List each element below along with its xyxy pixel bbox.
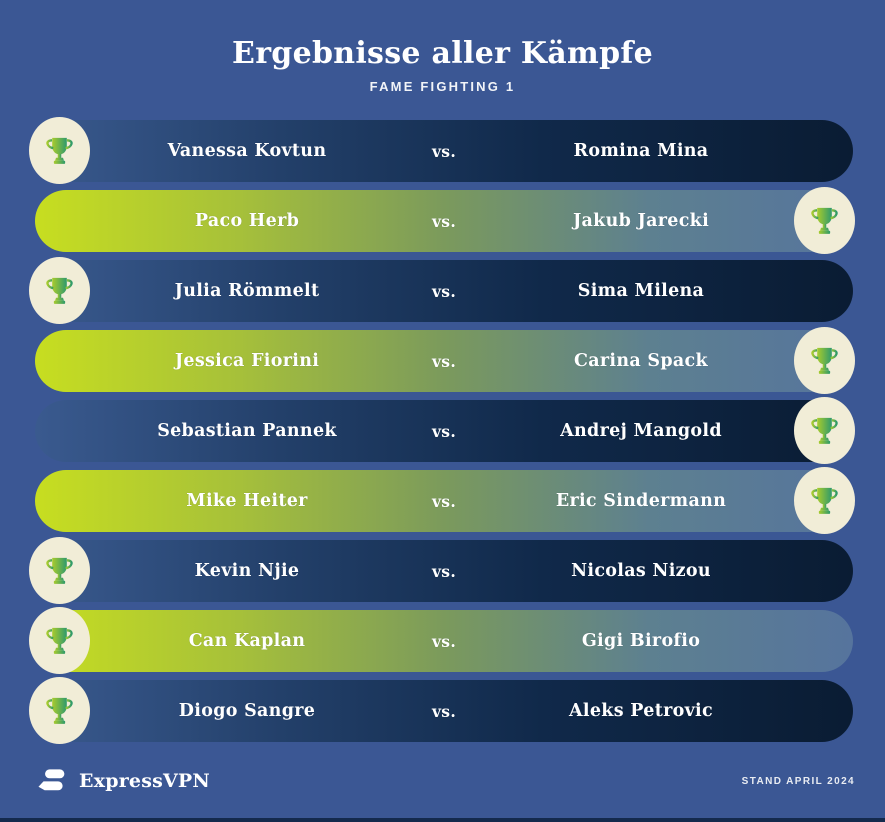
fighter-left-name: Mike Heiter	[186, 491, 308, 511]
vs-label: vs.	[431, 491, 457, 511]
vs-label: vs.	[431, 701, 457, 721]
fighter-right-name: Andrej Mangold	[560, 421, 722, 441]
brand-name: ExpressVPN	[79, 770, 210, 792]
fight-row: Vanessa Kovtun vs. Romina Mina	[29, 117, 853, 184]
fighter-right-name: Eric Sindermann	[555, 491, 727, 511]
bottom-border-strip	[0, 818, 885, 822]
fight-row-pill: Paco Herb vs. Jakub Jarecki	[35, 190, 853, 252]
fighter-right-name: Gigi Birofio	[581, 631, 701, 651]
winner-trophy-badge	[29, 257, 90, 324]
trophy-icon	[46, 557, 73, 584]
vs-label: vs.	[431, 421, 457, 441]
trophy-icon	[46, 137, 73, 164]
fighter-left-name: Sebastian Pannek	[157, 421, 337, 441]
event-subtitle: FAME FIGHTING 1	[369, 79, 516, 94]
vs-label: vs.	[431, 351, 457, 371]
fight-row-pill: Jessica Fiorini vs. Carina Spack	[35, 330, 853, 392]
fighter-left-name: Kevin Njie	[194, 561, 300, 581]
vs-label: vs.	[431, 561, 457, 581]
fighter-right-name: Sima Milena	[577, 281, 705, 301]
fight-row: Julia Römmelt vs. Sima Milena	[29, 257, 853, 324]
stand-date-note: STAND APRIL 2024	[741, 775, 855, 787]
fight-row: Sebastian Pannek vs. Andrej Mangold	[35, 397, 855, 464]
page-title: Ergebnisse aller Kämpfe	[232, 36, 653, 71]
winner-trophy-badge	[794, 327, 855, 394]
winner-trophy-badge	[29, 607, 90, 674]
brand: ExpressVPN	[35, 764, 210, 798]
vs-label: vs.	[431, 141, 457, 161]
winner-trophy-badge	[794, 187, 855, 254]
fight-row-pill: Diogo Sangre vs. Aleks Petrovic	[35, 680, 853, 742]
fight-row: Can Kaplan vs. Gigi Birofio	[29, 607, 853, 674]
trophy-icon	[811, 347, 838, 374]
fighter-left-name: Julia Römmelt	[174, 281, 320, 301]
footer: ExpressVPN STAND APRIL 2024	[35, 764, 855, 798]
trophy-icon	[46, 277, 73, 304]
fight-row-pill: Vanessa Kovtun vs. Romina Mina	[35, 120, 853, 182]
trophy-icon	[811, 487, 838, 514]
vs-label: vs.	[431, 631, 457, 651]
fight-row-pill: Sebastian Pannek vs. Andrej Mangold	[35, 400, 853, 462]
trophy-icon	[46, 697, 73, 724]
fight-row-pill: Julia Römmelt vs. Sima Milena	[35, 260, 853, 322]
fights-list: Vanessa Kovtun vs. Romina Mina Paco Herb…	[0, 117, 885, 744]
fight-row-pill: Can Kaplan vs. Gigi Birofio	[35, 610, 853, 672]
fight-row-pill: Mike Heiter vs. Eric Sindermann	[35, 470, 853, 532]
fighter-right-name: Carina Spack	[574, 351, 708, 371]
fighter-left-name: Vanessa Kovtun	[167, 141, 327, 161]
vs-label: vs.	[431, 281, 457, 301]
fight-row: Kevin Njie vs. Nicolas Nizou	[29, 537, 853, 604]
fighter-left-name: Jessica Fiorini	[174, 351, 320, 371]
fighter-right-name: Romina Mina	[573, 141, 709, 161]
fighter-left-name: Diogo Sangre	[178, 701, 316, 721]
fighter-left-name: Paco Herb	[194, 211, 300, 231]
fighter-right-name: Jakub Jarecki	[572, 211, 710, 231]
winner-trophy-badge	[794, 397, 855, 464]
expressvpn-logo-icon	[38, 769, 65, 791]
fight-row: Paco Herb vs. Jakub Jarecki	[35, 187, 855, 254]
winner-trophy-badge	[29, 537, 90, 604]
fight-row: Diogo Sangre vs. Aleks Petrovic	[29, 677, 853, 744]
header: Ergebnisse aller Kämpfe FAME FIGHTING 1	[0, 0, 885, 94]
vs-label: vs.	[431, 211, 457, 231]
fighter-right-name: Aleks Petrovic	[569, 701, 713, 721]
trophy-icon	[811, 207, 838, 234]
fight-row: Jessica Fiorini vs. Carina Spack	[35, 327, 855, 394]
trophy-icon	[811, 417, 838, 444]
trophy-icon	[46, 627, 73, 654]
fight-row: Mike Heiter vs. Eric Sindermann	[35, 467, 855, 534]
fighter-left-name: Can Kaplan	[188, 631, 306, 651]
fight-row-pill: Kevin Njie vs. Nicolas Nizou	[35, 540, 853, 602]
winner-trophy-badge	[794, 467, 855, 534]
winner-trophy-badge	[29, 117, 90, 184]
fighter-right-name: Nicolas Nizou	[571, 561, 711, 581]
winner-trophy-badge	[29, 677, 90, 744]
